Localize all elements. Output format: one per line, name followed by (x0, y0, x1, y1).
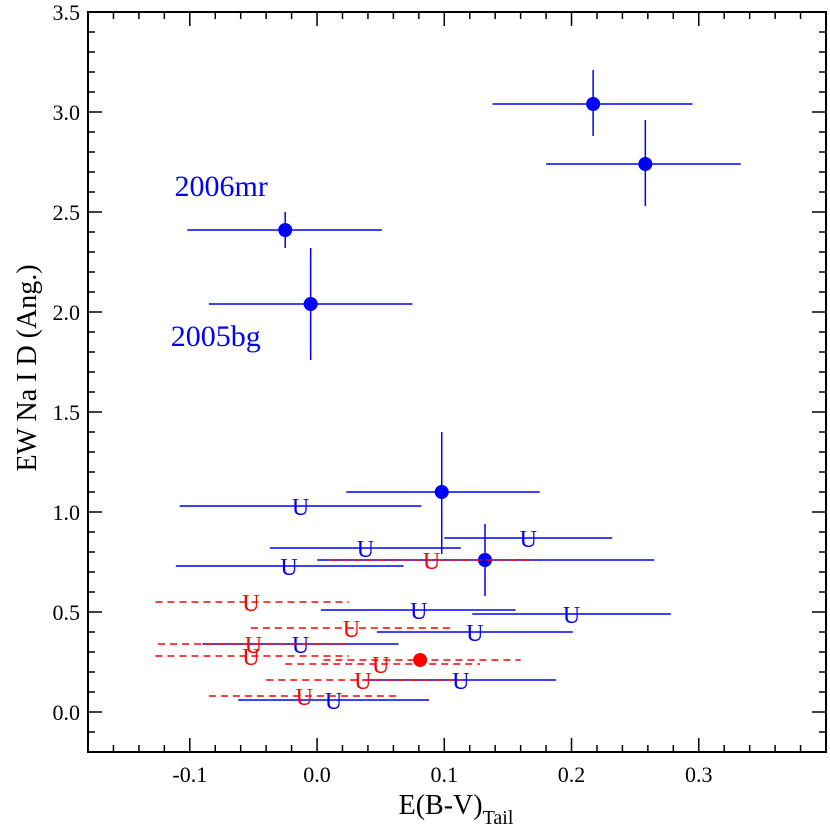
axis-ticks (87, 11, 827, 753)
y-tick-label: 3.0 (53, 100, 81, 125)
upper-limit-marker: U (520, 527, 537, 553)
y-tick-label: 1.5 (53, 400, 81, 425)
upper-limit-marker: U (280, 555, 297, 581)
y-tick-label: 2.0 (53, 300, 81, 325)
upper-limit-marker: U (423, 549, 440, 575)
annotation-label: 2005bg (171, 320, 261, 353)
data-point (303, 297, 318, 311)
annotation-label: 2006mr (175, 170, 268, 203)
upper-limit-marker: U (292, 633, 309, 659)
data-point (278, 223, 293, 237)
data-point (413, 653, 428, 667)
upper-limit-marker: U (245, 633, 262, 659)
upper-limit-marker: U (325, 689, 342, 715)
y-tick-label: 0.5 (53, 600, 81, 625)
upper-limit-marker: U (466, 621, 483, 647)
upper-limit-marker: U (242, 591, 259, 617)
data-point (586, 97, 601, 111)
data-point (434, 485, 449, 499)
upper-limit-marker: U (410, 599, 427, 625)
series-blue-detections (187, 70, 741, 596)
y-axis-title: EW Na I D (Ang.) (12, 264, 43, 471)
x-axis-title: E(B-V)Tail (399, 790, 514, 829)
x-tick-label: -0.1 (172, 762, 207, 787)
x-tick-label: 0.3 (685, 762, 713, 787)
annotations: 2006mr 2005bg (171, 170, 268, 353)
upper-limit-marker: U (563, 603, 580, 629)
x-tick-label: 0.1 (431, 762, 459, 787)
upper-limit-marker: U (357, 537, 374, 563)
upper-limit-marker: U (343, 617, 360, 643)
plot-frame (87, 11, 827, 753)
upper-limit-marker: U (292, 495, 309, 521)
x-tick-label: 0.2 (558, 762, 586, 787)
y-tick-label: 1.0 (53, 500, 81, 525)
upper-limit-marker: U (372, 653, 389, 679)
upper-limit-marker: U (452, 669, 469, 695)
upper-limit-marker: U (354, 669, 371, 695)
y-tick-label: 3.5 (53, 0, 81, 25)
y-tick-label: 0.0 (53, 700, 81, 725)
data-point (638, 157, 653, 171)
x-tick-label: 0.0 (303, 762, 331, 787)
upper-limit-marker: U (296, 685, 313, 711)
x-axis-title-subscript: Tail (483, 807, 514, 829)
axis-tick-labels: -0.1 0.0 0.1 0.2 0.3 0.0 0.5 1.0 1.5 2.0 2.5 3.0 3.5 (53, 0, 713, 787)
data-point (477, 553, 492, 567)
y-tick-label: 2.5 (53, 200, 81, 225)
series-red-detection (323, 653, 521, 667)
upper-limit-marker: U (242, 645, 259, 671)
